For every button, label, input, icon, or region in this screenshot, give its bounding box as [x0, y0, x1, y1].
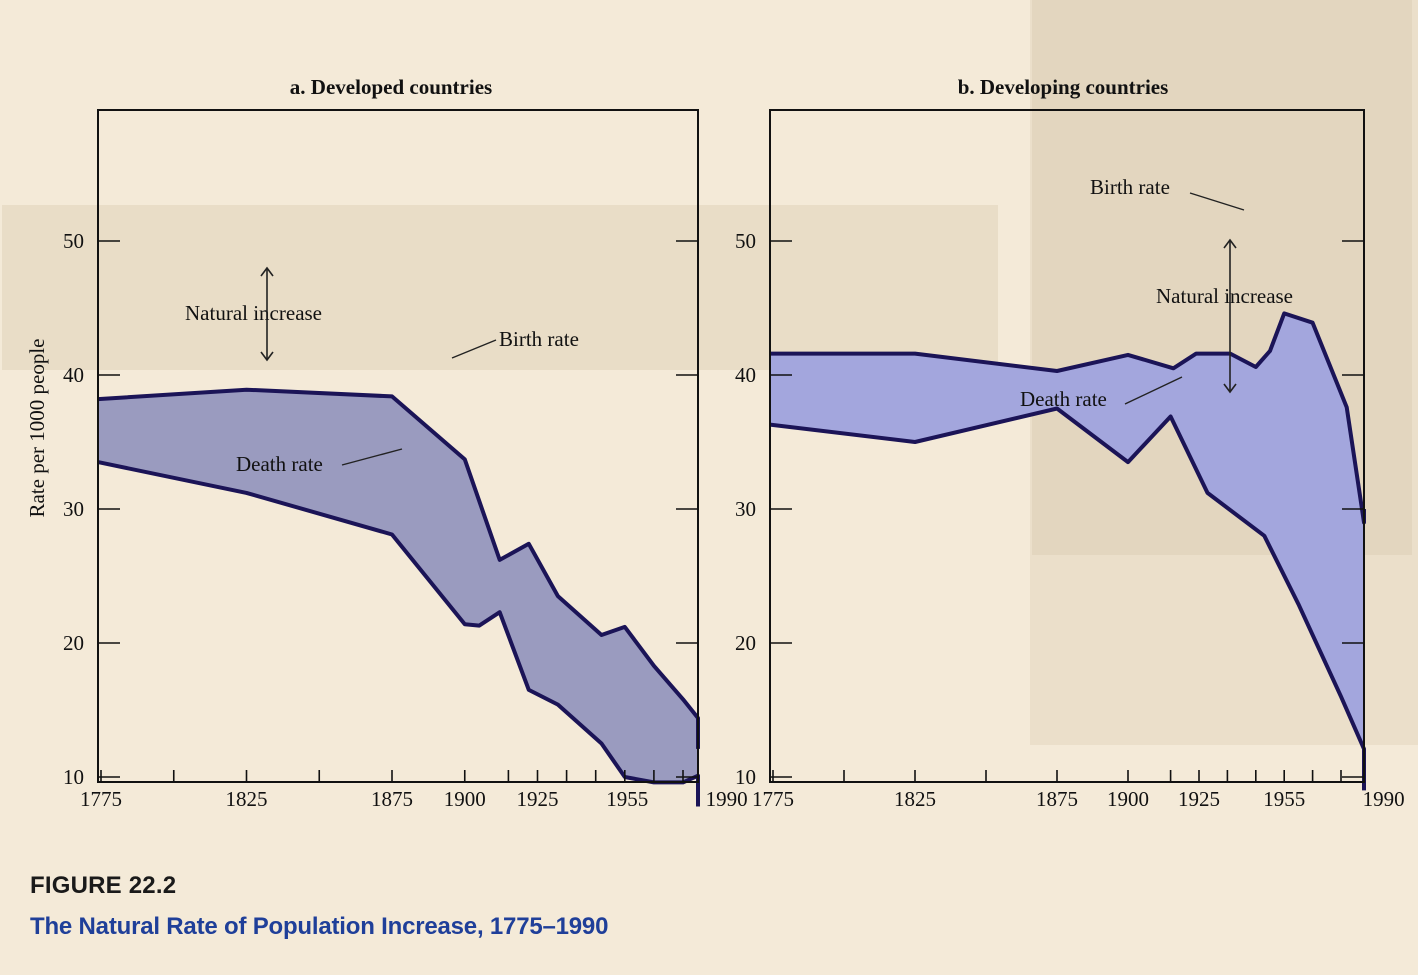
faded-textbox-background	[2, 205, 998, 370]
y-tick-label: 20	[735, 631, 756, 655]
natural-increase-band	[98, 389, 698, 807]
death-rate-leader	[341, 448, 403, 466]
x-tick-label: 1925	[517, 787, 559, 811]
death-rate-line	[769, 406, 1366, 791]
x-tick-label: 1955	[1263, 787, 1305, 811]
x-tick-label: 1900	[1107, 787, 1149, 811]
x-tick-label: 1990	[706, 787, 748, 811]
figure-label: FIGURE 22.2	[30, 872, 177, 899]
x-tick-label: 1925	[1178, 787, 1220, 811]
death-rate-leader	[1124, 376, 1183, 405]
y-tick-label: 40	[63, 363, 84, 387]
plot-frame	[97, 109, 699, 783]
x-tick-label: 1825	[226, 787, 268, 811]
plot-frame	[769, 109, 1365, 783]
natural-increase-label: Natural increase	[185, 301, 322, 325]
double-arrow	[260, 266, 274, 362]
x-tick-label: 1775	[752, 787, 794, 811]
x-axis-ticks: 1775 1825 1875 1900 1925 1955 1990	[80, 770, 748, 811]
y-tick-label: 10	[735, 765, 756, 789]
birth-rate-label: Birth rate	[499, 327, 579, 351]
x-axis-ticks: 1775 1825 1875 1900 1925 1955 1990	[752, 770, 1405, 811]
y-tick-label: 20	[63, 631, 84, 655]
birth-rate-line	[97, 387, 700, 749]
birth-rate-leader	[1189, 192, 1245, 211]
chart-title: b. Developing countries	[958, 75, 1169, 99]
x-tick-label: 1990	[1363, 787, 1405, 811]
birth-rate-label: Birth rate	[1090, 175, 1170, 199]
chart-title: a. Developed countries	[290, 75, 492, 99]
y-tick-label: 10	[63, 765, 84, 789]
double-arrow	[1223, 238, 1237, 394]
x-tick-label: 1825	[894, 787, 936, 811]
natural-increase-band	[770, 313, 1364, 791]
x-tick-label: 1775	[80, 787, 122, 811]
death-rate-label: Death rate	[1020, 387, 1107, 411]
death-rate-label: Death rate	[236, 452, 323, 476]
x-tick-label: 1900	[444, 787, 486, 811]
x-tick-label: 1875	[371, 787, 413, 811]
x-tick-label: 1875	[1036, 787, 1078, 811]
birth-rate-leader	[451, 339, 497, 359]
y-tick-label: 50	[735, 229, 756, 253]
figure-caption: The Natural Rate of Population Increase,…	[30, 913, 609, 940]
y-tick-label: 30	[63, 497, 84, 521]
y-axis-label: Rate per 1000 people	[25, 338, 49, 517]
y-tick-label: 30	[735, 497, 756, 521]
y-tick-label: 40	[735, 363, 756, 387]
y-axis-ticks: 10 20 30 40 50	[735, 229, 1364, 789]
natural-increase-label: Natural increase	[1156, 284, 1293, 308]
birth-rate-line	[770, 311, 1366, 525]
y-tick-label: 50	[63, 229, 84, 253]
x-tick-label: 1955	[606, 787, 648, 811]
